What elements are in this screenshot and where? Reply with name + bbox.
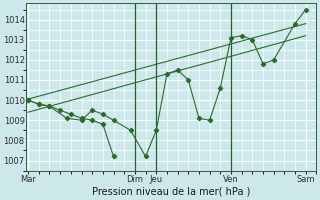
X-axis label: Pression niveau de la mer( hPa ): Pression niveau de la mer( hPa ) [92, 187, 250, 197]
